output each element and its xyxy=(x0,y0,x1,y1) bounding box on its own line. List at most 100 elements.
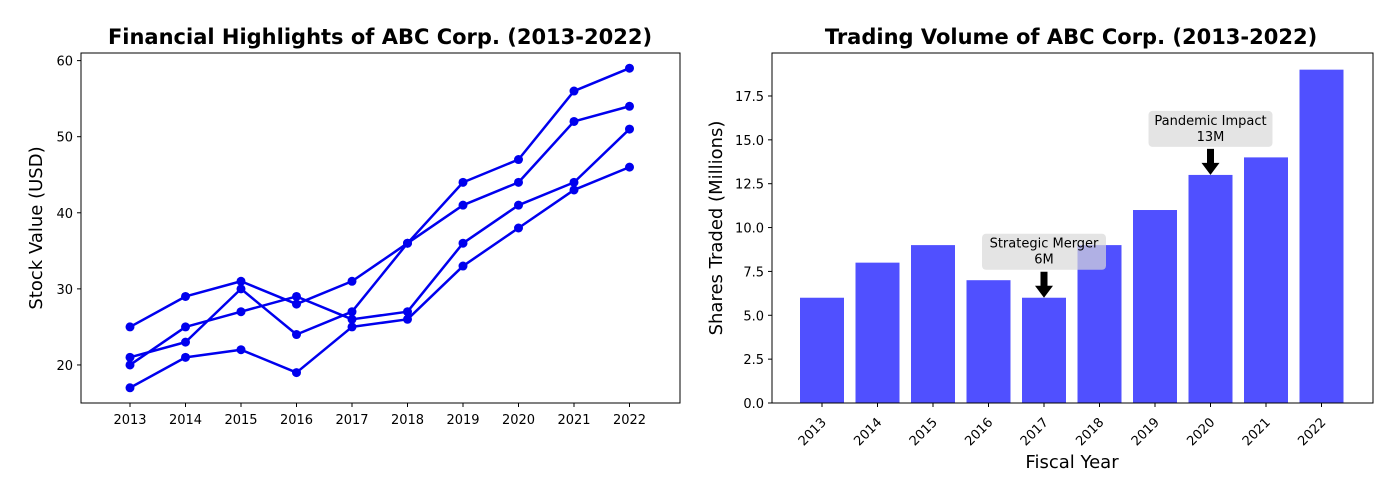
annotation-value: 13M xyxy=(1197,130,1225,145)
bar xyxy=(966,280,1011,403)
x-tick-label: 2018 xyxy=(1073,415,1107,449)
data-point xyxy=(569,86,579,96)
data-point xyxy=(625,101,634,111)
stock-value-chart: Financial Highlights of ABC Corp. (2013-… xyxy=(26,25,681,428)
data-point xyxy=(236,276,246,286)
chart-title: Trading Volume of ABC Corp. (2013-2022) xyxy=(825,25,1317,49)
bar xyxy=(1133,210,1177,403)
series-line xyxy=(129,105,630,359)
data-point xyxy=(125,352,135,362)
x-tick-label: 2018 xyxy=(391,413,424,428)
x-tick-label: 2020 xyxy=(502,413,535,428)
x-tick-label: 2019 xyxy=(446,413,479,428)
x-tick-label: 2021 xyxy=(557,413,590,428)
data-point xyxy=(347,314,357,324)
data-point xyxy=(347,307,357,317)
data-point xyxy=(292,368,301,378)
data-point xyxy=(458,177,468,187)
x-tick-label: 2015 xyxy=(907,415,941,449)
series-line xyxy=(129,165,630,389)
y-tick-label: 50 xyxy=(56,131,73,146)
data-point xyxy=(181,352,190,362)
data-point xyxy=(569,185,579,195)
y-tick-label: 5.0 xyxy=(743,309,764,324)
bar xyxy=(1188,174,1233,403)
bar xyxy=(1299,69,1344,404)
x-tick-label: 2017 xyxy=(335,413,368,428)
series-line xyxy=(129,128,631,366)
x-tick-label: 2014 xyxy=(851,415,885,449)
data-point xyxy=(125,322,135,332)
data-point xyxy=(458,200,468,210)
x-tick-label: 2022 xyxy=(613,413,646,428)
data-point xyxy=(458,261,468,271)
annotation-box xyxy=(1148,110,1273,147)
y-tick-label: 20 xyxy=(56,359,73,374)
data-point xyxy=(181,322,190,332)
x-tick-label: 2020 xyxy=(1184,415,1218,449)
series-line xyxy=(129,67,630,329)
data-point xyxy=(514,177,523,187)
data-point xyxy=(181,337,190,347)
bar xyxy=(911,245,955,403)
data-point xyxy=(403,307,412,317)
bar xyxy=(855,262,900,403)
data-point xyxy=(347,276,357,286)
y-tick-label: 60 xyxy=(56,55,73,70)
data-point xyxy=(458,238,468,248)
data-point xyxy=(347,322,357,332)
bar xyxy=(800,297,844,403)
y-tick-label: 15.0 xyxy=(735,134,764,149)
data-point xyxy=(236,284,246,294)
data-point xyxy=(569,116,579,126)
plot-area: 0.0 2.5 5.0 7.5 10.0 12.5 15.0 17.5 2013 2014 2015… xyxy=(735,69,1344,449)
data-point xyxy=(181,291,190,301)
annotation-value: 6M xyxy=(1034,253,1054,268)
x-tick-label: 2014 xyxy=(169,413,202,428)
annotation-text: Strategic Merger xyxy=(990,237,1099,252)
annotation-box xyxy=(982,233,1106,270)
y-tick-label: 10.0 xyxy=(735,222,764,237)
x-tick-label: 2016 xyxy=(280,413,313,428)
y-tick-label: 2.5 xyxy=(743,353,764,368)
y-tick-label: 40 xyxy=(56,207,73,222)
data-point xyxy=(292,291,301,301)
y-tick-label: 30 xyxy=(56,283,73,298)
annotation-arrow xyxy=(1201,148,1220,175)
x-tick-label: 2017 xyxy=(1018,415,1052,449)
y-tick-label: 12.5 xyxy=(735,178,764,193)
x-tick-label: 2013 xyxy=(113,413,146,428)
chart-title: Financial Highlights of ABC Corp. (2013-… xyxy=(108,25,652,49)
x-tick-label: 2015 xyxy=(224,413,257,428)
bar xyxy=(1077,245,1122,403)
data-point xyxy=(125,360,135,370)
data-point xyxy=(403,314,412,324)
plot-frame xyxy=(771,52,1374,404)
data-point xyxy=(514,200,523,210)
x-tick-label: 2013 xyxy=(796,415,830,449)
x-tick-label: 2022 xyxy=(1295,415,1329,449)
data-point xyxy=(292,330,301,340)
y-axis-label: Shares Traded (Millions) xyxy=(706,121,727,336)
x-axis-label: Fiscal Year xyxy=(1025,452,1119,473)
data-point xyxy=(514,155,523,165)
data-point xyxy=(625,124,634,134)
data-point xyxy=(292,299,301,309)
trading-volume-chart: Trading Volume of ABC Corp. (2013-2022) … xyxy=(706,25,1374,473)
bar xyxy=(1022,297,1066,403)
plot-frame xyxy=(80,52,681,404)
data-point xyxy=(236,345,246,355)
x-tick-label: 2016 xyxy=(962,415,996,449)
bar xyxy=(1244,157,1288,403)
data-point xyxy=(125,383,135,393)
annotation-text: Pandemic Impact xyxy=(1154,114,1266,129)
data-point xyxy=(403,238,412,248)
y-tick-label: 0.0 xyxy=(743,397,764,412)
data-point xyxy=(236,307,246,317)
data-point xyxy=(625,162,634,172)
y-tick-label: 7.5 xyxy=(743,265,764,280)
plot-area: 20 30 40 50 60 2013 2014 2015 2016 2017 2018 2019 20… xyxy=(56,55,646,428)
data-point xyxy=(625,63,634,73)
annotation-arrow xyxy=(1035,271,1053,298)
